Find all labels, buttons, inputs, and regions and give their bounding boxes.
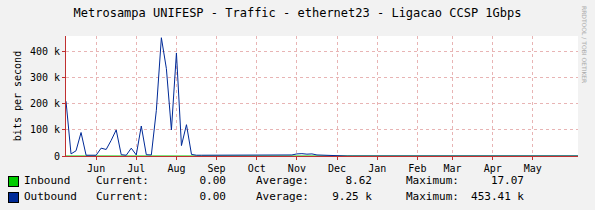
html-text:Inbound: Inbound (24, 174, 71, 187)
svg-text:300 k: 300 k (30, 72, 60, 83)
svg-text:Apr: Apr (484, 163, 502, 174)
html-text:8.62: 8.62 (345, 174, 372, 187)
svg-text:Jun: Jun (87, 163, 105, 174)
html-text:Outbound: Outbound (24, 190, 77, 203)
svg-text:Mar: Mar (443, 163, 461, 174)
html-text:Maximum:: Maximum: (406, 174, 459, 187)
svg-text:May: May (524, 163, 542, 174)
svg-text:bits per second: bits per second (12, 51, 23, 141)
html-text:0.00: 0.00 (199, 190, 226, 203)
svg-text:0: 0 (54, 151, 60, 162)
html-text:453.41 k: 453.41 k (471, 190, 524, 203)
svg-text:Sep: Sep (208, 163, 226, 174)
svg-text:Aug: Aug (167, 163, 185, 174)
html-text:RRDTOOL / TOBI OETIKER: RRDTOOL / TOBI OETIKER (581, 6, 588, 84)
svg-text:Metrosampa UNIFESP - Traffic -: Metrosampa UNIFESP - Traffic - ethernet2… (74, 6, 522, 20)
svg-text:100 k: 100 k (30, 124, 60, 135)
svg-text:400 k: 400 k (30, 46, 60, 57)
html-text:17.07: 17.07 (490, 174, 524, 187)
svg-text:Feb: Feb (408, 163, 426, 174)
html-text:9.25 k: 9.25 k (332, 190, 372, 203)
svg-text:Dec: Dec (328, 163, 346, 174)
html-text:Current:: Current: (96, 190, 149, 203)
svg-text:Nov: Nov (288, 163, 306, 174)
svg-text:Jan: Jan (368, 163, 386, 174)
html-text:Average:: Average: (256, 190, 309, 203)
svg-text:Oct: Oct (248, 163, 266, 174)
html-text:Maximum:: Maximum: (406, 190, 459, 203)
svg-text:200 k: 200 k (30, 98, 60, 109)
html-text:Average:: Average: (256, 174, 309, 187)
svg-text:Jul: Jul (127, 163, 145, 174)
html-text:0.00: 0.00 (199, 174, 226, 187)
html-text:Current:: Current: (96, 174, 149, 187)
